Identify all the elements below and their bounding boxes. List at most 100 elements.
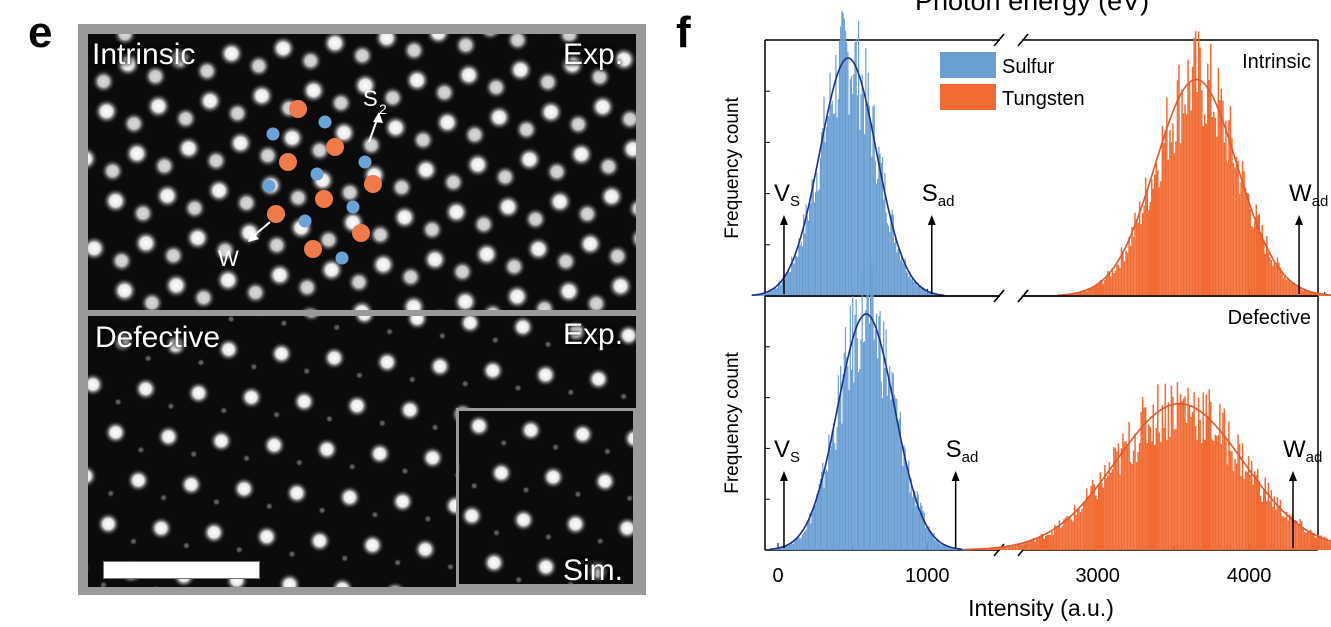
x-axis-label: Intensity (a.u.) [968,595,1114,621]
histogram-bar [1055,526,1058,550]
histogram-bar [1296,521,1298,550]
histogram-bar [1161,405,1164,550]
histogram-bar [959,549,961,550]
histogram-bar [1197,31,1200,297]
lattice-atom-w [93,34,103,35]
histogram-bar [874,160,876,296]
histogram-bar [1069,293,1071,296]
histogram-bar [918,285,921,296]
lattice-atom-w [458,316,483,335]
histogram-bar [1317,534,1319,550]
lattice-atom-s [136,445,145,454]
axis-break-mark [993,289,1005,303]
histogram-bar [942,295,944,296]
histogram-bar [892,373,894,550]
lattice-atom-s [295,458,304,467]
histogram-bar [1079,512,1082,550]
histogram-bar [1105,277,1108,296]
histogram-bar [809,199,811,296]
histogram-bar [810,203,812,296]
histogram-bar [774,548,776,550]
histogram-bar [1294,520,1297,550]
histogram-bar [852,296,854,550]
histogram-bar [1016,544,1018,550]
lattice-atom-s [453,34,478,58]
lattice-atom-w [404,67,431,94]
lattice-atom-w [413,156,440,183]
histogram-bar [861,74,863,296]
histogram-bar [1173,153,1176,296]
histogram-bar [1129,462,1132,550]
tungsten-marker [289,100,307,118]
annotation-text: W [1289,180,1312,207]
histogram-bar [1137,222,1139,296]
histogram-bar [853,382,855,550]
lattice-atom-s [212,498,221,506]
histogram-bar [914,280,916,296]
lattice-atom-s [173,106,198,131]
histogram-bar [807,220,810,296]
histogram-bar [878,146,880,296]
histogram-bar [779,548,781,550]
histogram-bar [907,472,909,550]
lattice-atom-w [292,389,317,414]
histogram-bar [1163,427,1165,550]
histogram-bar [810,523,812,550]
histogram-bar [1217,434,1220,550]
lattice-atom-s [143,64,168,89]
histogram-bar [1323,536,1326,550]
histogram-bar [1138,443,1141,550]
histogram-bar [1231,138,1233,296]
lattice-atom-s [197,358,205,367]
histogram-bar [1278,262,1280,296]
axis-break-mark [1017,543,1029,557]
histogram-bar [795,537,798,550]
histogram-bar [1084,291,1086,296]
axis-break-mark [1017,33,1029,47]
histogram-bar [1181,89,1183,296]
histogram-bar [1013,546,1015,550]
histogram-bar [1191,411,1194,550]
histogram-bar [806,520,808,550]
histogram-bar [954,548,956,550]
lattice-atom-s [140,291,164,310]
histogram-bar [870,259,872,550]
histogram-bar [1263,241,1265,296]
lattice-atom-w [322,345,347,370]
scale-bar [103,561,260,579]
histogram-bar [824,471,826,550]
histogram-bar [1293,519,1295,550]
histogram-bar [1272,266,1274,296]
lattice-atom-s [346,270,371,295]
histogram-bar [1122,253,1124,296]
lattice-atom-s [401,467,409,475]
histogram-bar [1117,443,1120,550]
histogram-bar [1029,541,1032,550]
histogram-bar [893,242,896,296]
histogram-bar [873,339,875,550]
histogram-bar [1102,487,1104,550]
sulfur-marker [335,251,349,265]
lattice-atom-w [510,316,535,339]
lattice-atom-s [249,362,258,371]
histogram-bar [1167,159,1170,296]
histogram-bar [760,293,762,296]
simulated-lattice [459,414,633,584]
lattice-atom-s [246,54,271,78]
histogram-bar [1102,283,1104,296]
histogram-bar [960,549,962,550]
histogram-bar [785,545,787,550]
histogram-bar [770,289,772,296]
histogram-bar [1284,275,1286,296]
histogram-bar [986,548,988,550]
histogram-bar [757,294,759,296]
histogram-bar [879,154,881,296]
annotation-text: V [774,180,790,207]
histogram-bar [1287,278,1289,296]
histogram-bar [1034,541,1036,550]
histogram-bar [787,545,789,550]
annotation-arrowhead [951,471,960,481]
histogram-bar [834,443,836,550]
histogram-bar [1279,267,1282,296]
histogram-bar [868,323,870,550]
